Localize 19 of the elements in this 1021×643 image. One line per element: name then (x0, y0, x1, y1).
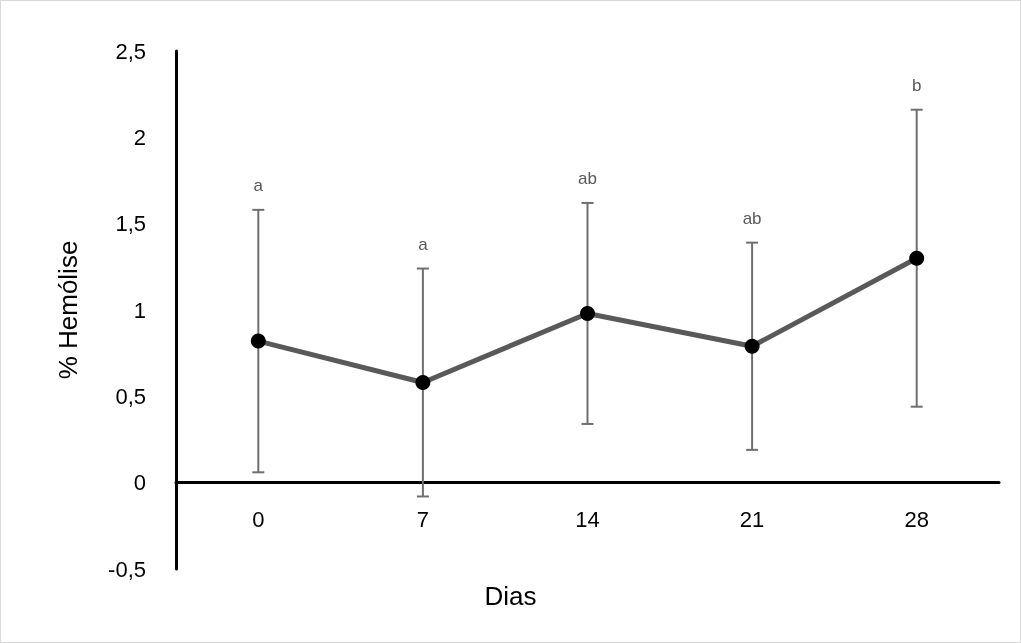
y-tick-label: 0,5 (115, 383, 146, 409)
y-tick-label: 1,5 (115, 211, 146, 237)
annotation: b (911, 76, 922, 96)
annotation: a (253, 176, 264, 196)
y-tick-label: 2 (133, 124, 146, 150)
annotation: a (418, 235, 429, 255)
x-tick-label: 21 (739, 506, 765, 532)
y-tick-label: 2,5 (115, 38, 146, 64)
x-tick-label: 0 (252, 506, 265, 532)
y-tick-label: 1 (133, 297, 146, 323)
x-tick-label: 7 (416, 506, 430, 532)
x-tick-label: 28 (904, 506, 929, 532)
y-tick-label: 0 (133, 470, 146, 496)
annotation: ab (742, 209, 762, 229)
y-axis-title: % Hemólise (53, 240, 83, 380)
y-tick-label: -0,5 (108, 556, 146, 582)
x-tick-label: 14 (575, 506, 600, 532)
annotation: ab (578, 169, 597, 189)
x-axis-title: Dias (484, 581, 537, 611)
